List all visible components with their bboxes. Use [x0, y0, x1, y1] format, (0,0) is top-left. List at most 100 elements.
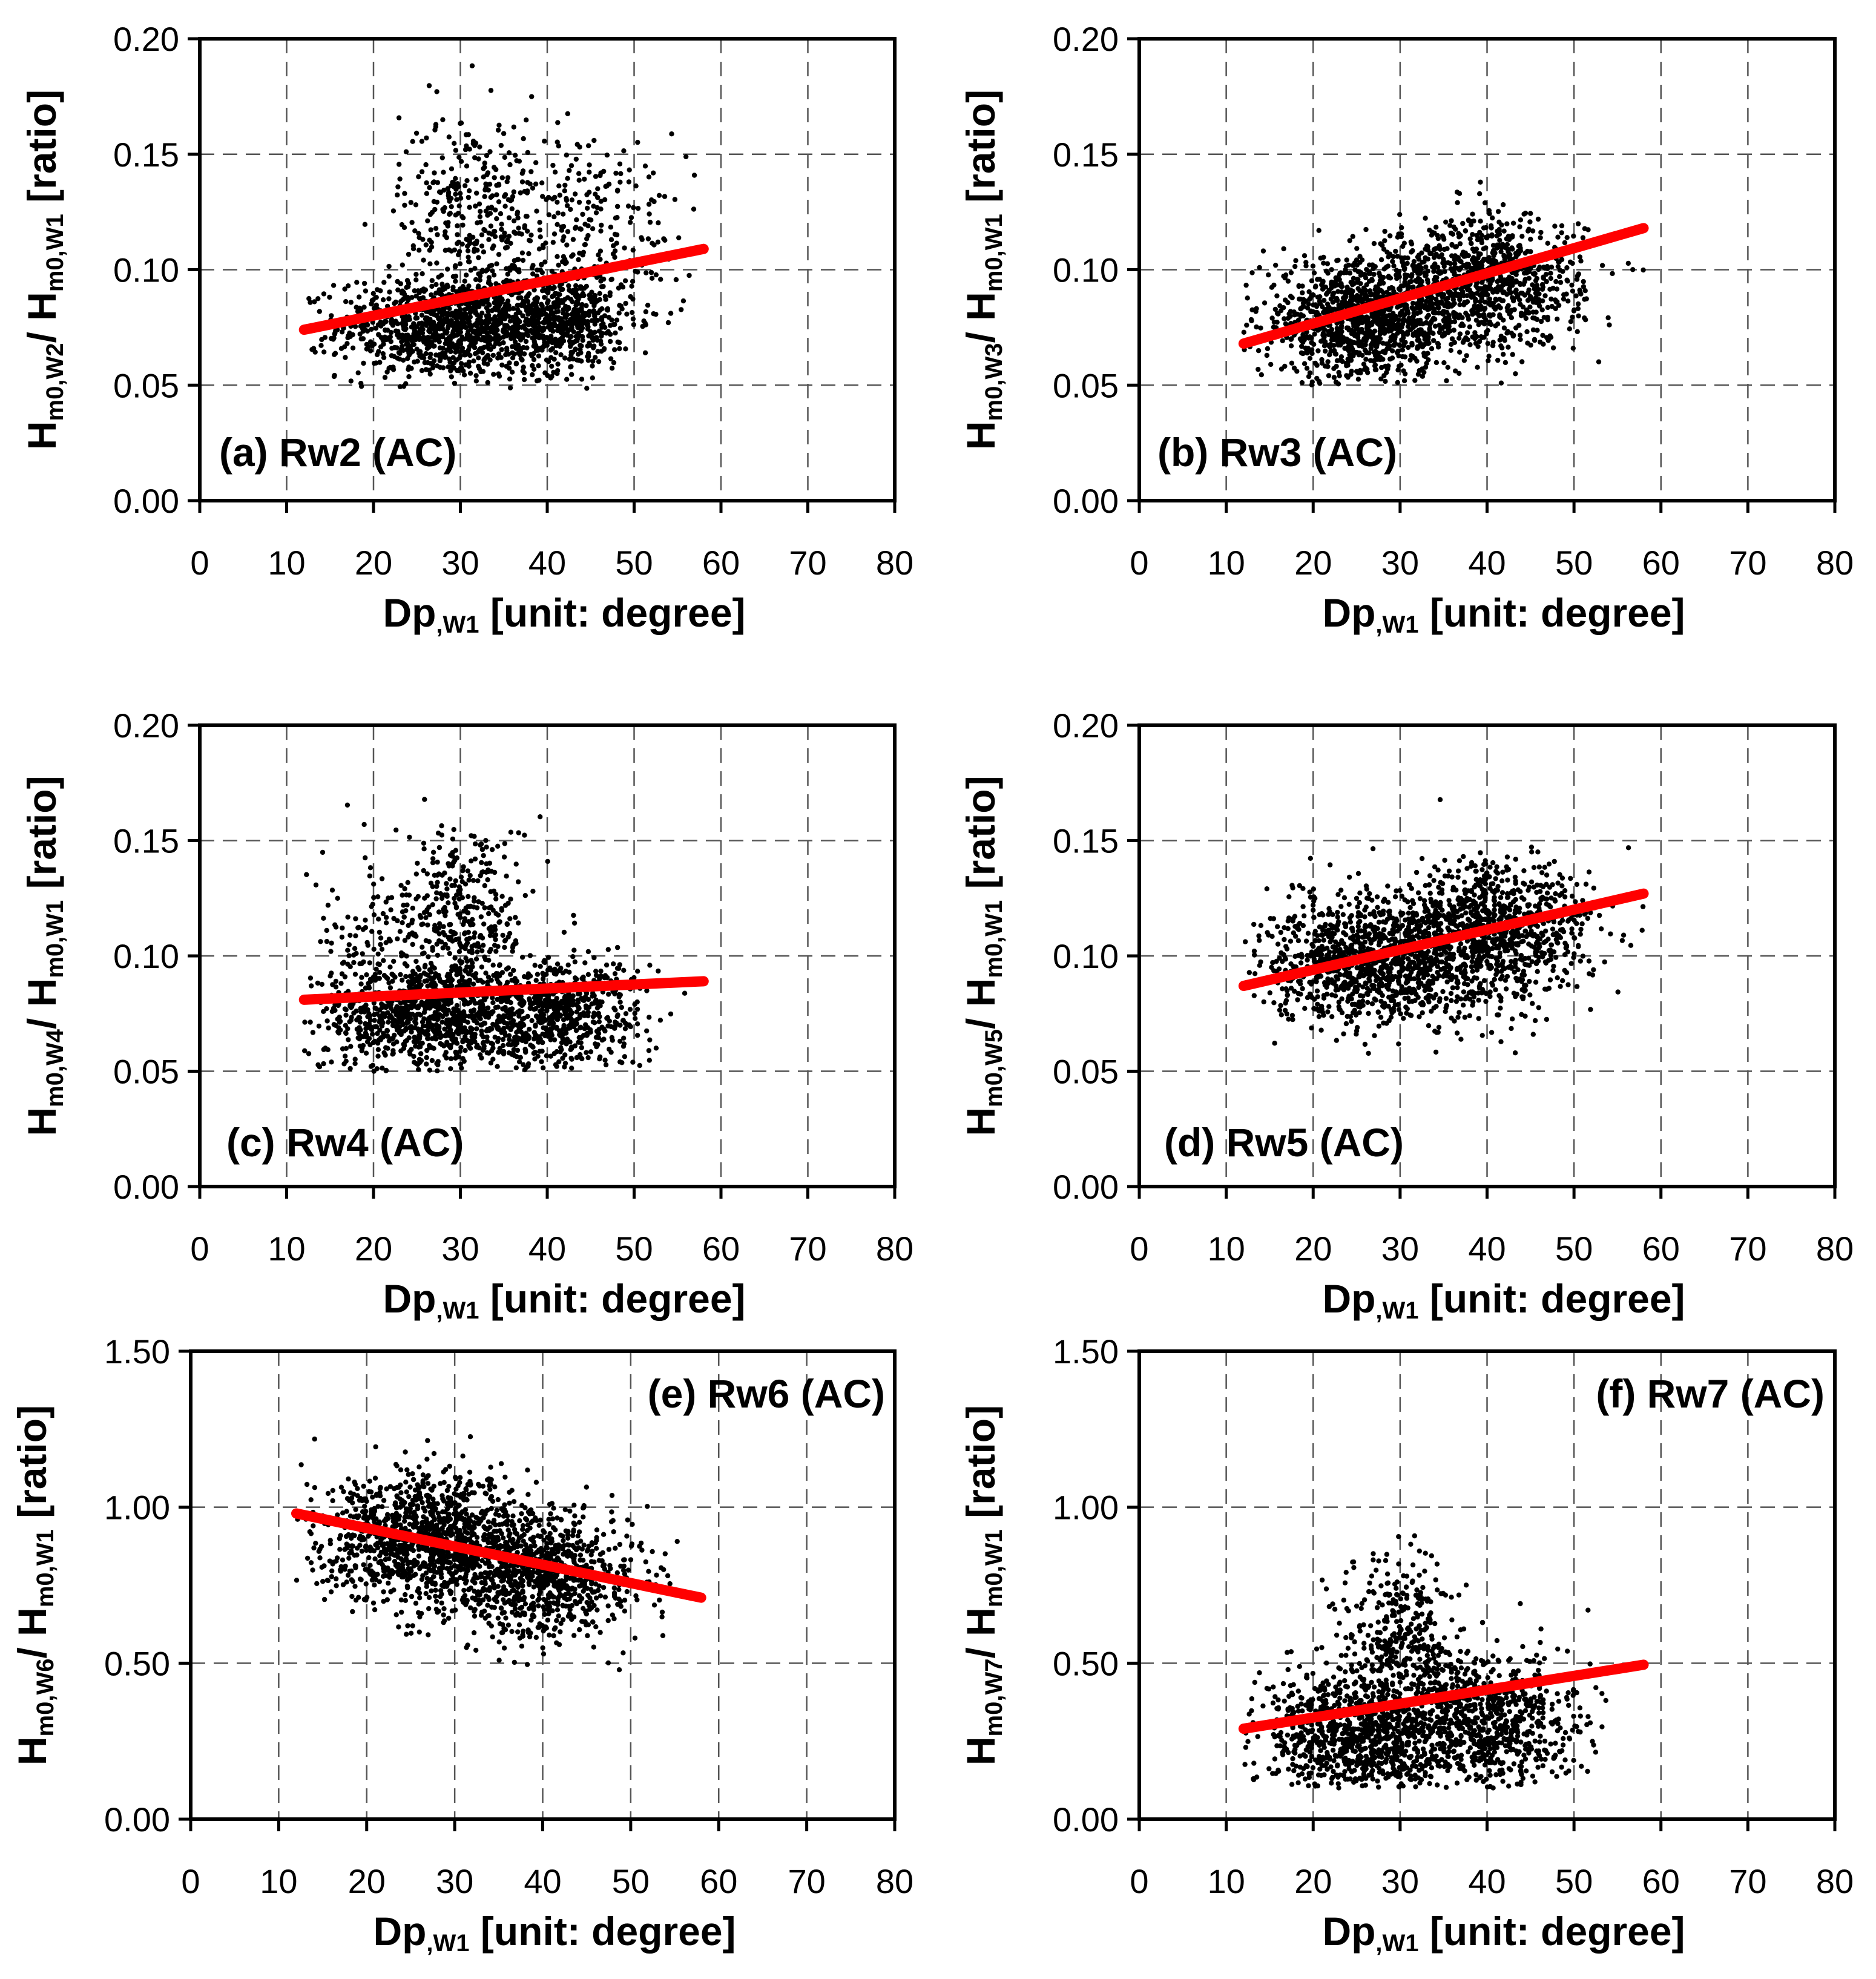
scatter-point [1375, 318, 1381, 324]
scatter-point [617, 346, 622, 352]
scatter-points [302, 797, 688, 1074]
scatter-point [380, 297, 386, 303]
scatter-point [1448, 266, 1454, 271]
scatter-point [462, 311, 468, 317]
scatter-point [1487, 281, 1493, 287]
scatter-point [474, 321, 479, 327]
scatter-point [679, 307, 684, 312]
scatter-point [450, 285, 456, 290]
scatter-point [474, 1026, 479, 1032]
scatter-point [1475, 255, 1481, 261]
scatter-point [1368, 330, 1374, 335]
scatter-point [386, 274, 392, 279]
scatter-point [589, 318, 595, 323]
scatter-point [489, 308, 495, 314]
scatter-point [1412, 378, 1418, 383]
scatter-point [1397, 212, 1403, 217]
scatter-point [1533, 278, 1539, 283]
scatter-point [1441, 292, 1447, 297]
scatter-point [466, 283, 472, 289]
scatter-point [494, 192, 499, 197]
scatter-point [1625, 260, 1631, 266]
scatter-point [372, 1018, 377, 1023]
scatter-point [476, 363, 481, 369]
scatter-point [630, 310, 635, 315]
scatter-point [1342, 346, 1348, 351]
scatter-point [453, 328, 458, 333]
scatter-point [1283, 321, 1288, 326]
scatter-point [467, 205, 472, 210]
scatter-point [430, 365, 436, 370]
scatter-point [339, 329, 345, 335]
scatter-point [424, 1061, 429, 1067]
scatter-point [400, 262, 405, 268]
scatter-point [599, 306, 605, 312]
scatter-point [564, 332, 570, 337]
scatter-point [1432, 246, 1437, 252]
scatter-point [1372, 343, 1378, 349]
scatter-point [462, 183, 468, 188]
scatter-point [1432, 323, 1438, 329]
scatter-point [517, 334, 522, 340]
scatter-point [413, 337, 418, 343]
scatter-point [533, 333, 539, 338]
scatter-point [1368, 288, 1373, 294]
scatter-point [1390, 258, 1395, 265]
scatter-point [490, 352, 496, 358]
scatter-point [472, 266, 478, 271]
scatter-point [1402, 354, 1408, 360]
scatter-point [567, 357, 572, 362]
scatter-point [550, 162, 556, 168]
scatter-point [1314, 375, 1320, 381]
scatter-point [392, 354, 397, 359]
scatter-point [535, 328, 541, 334]
scatter-point [309, 983, 314, 989]
scatter-point [1504, 221, 1510, 226]
scatter-point [683, 154, 689, 159]
scatter-point [1523, 315, 1529, 321]
scatter-point [450, 312, 456, 318]
scatter-point [357, 331, 363, 337]
scatter-point [1254, 324, 1259, 330]
scatter-point [1497, 237, 1502, 243]
scatter-point [1519, 359, 1525, 364]
text-span: m0,W3 [981, 343, 1007, 421]
scatter-point [456, 203, 462, 209]
scatter-point [1297, 296, 1302, 302]
scatter-point [421, 339, 427, 345]
scatter-point [691, 206, 697, 212]
scatter-point [630, 278, 636, 284]
scatter-point [428, 227, 433, 232]
scatter-point [551, 231, 558, 237]
scatter-point [589, 299, 594, 305]
scatter-point [561, 311, 566, 316]
scatter-point [591, 203, 596, 209]
scatter-point [578, 226, 584, 232]
x-tick-label: 80 [876, 544, 913, 582]
scatter-point [1584, 296, 1589, 301]
scatter-point [612, 231, 618, 237]
scatter-point [1513, 371, 1518, 377]
scatter-point [1391, 343, 1397, 348]
scatter-point [616, 285, 622, 291]
scatter-point [577, 144, 582, 150]
scatter-point [1565, 278, 1570, 284]
panel-label: (b) Rw3 (AC) [1157, 430, 1397, 475]
scatter-point [329, 313, 334, 318]
scatter-point [430, 324, 435, 331]
scatter-point [479, 311, 485, 316]
scatter-point [499, 347, 504, 352]
scatter-point [1475, 344, 1481, 349]
scatter-point [423, 367, 429, 372]
scatter-point [1402, 255, 1407, 261]
scatter-point [1421, 342, 1427, 347]
scatter-point [1309, 340, 1314, 346]
scatter-point [1508, 280, 1513, 286]
scatter-point [1502, 257, 1507, 262]
scatter-point [574, 217, 579, 223]
scatter-point [587, 309, 592, 314]
scatter-point [1479, 240, 1485, 246]
scatter-point [456, 252, 461, 257]
scatter-point [1555, 234, 1561, 240]
scatter-point [1305, 350, 1310, 356]
